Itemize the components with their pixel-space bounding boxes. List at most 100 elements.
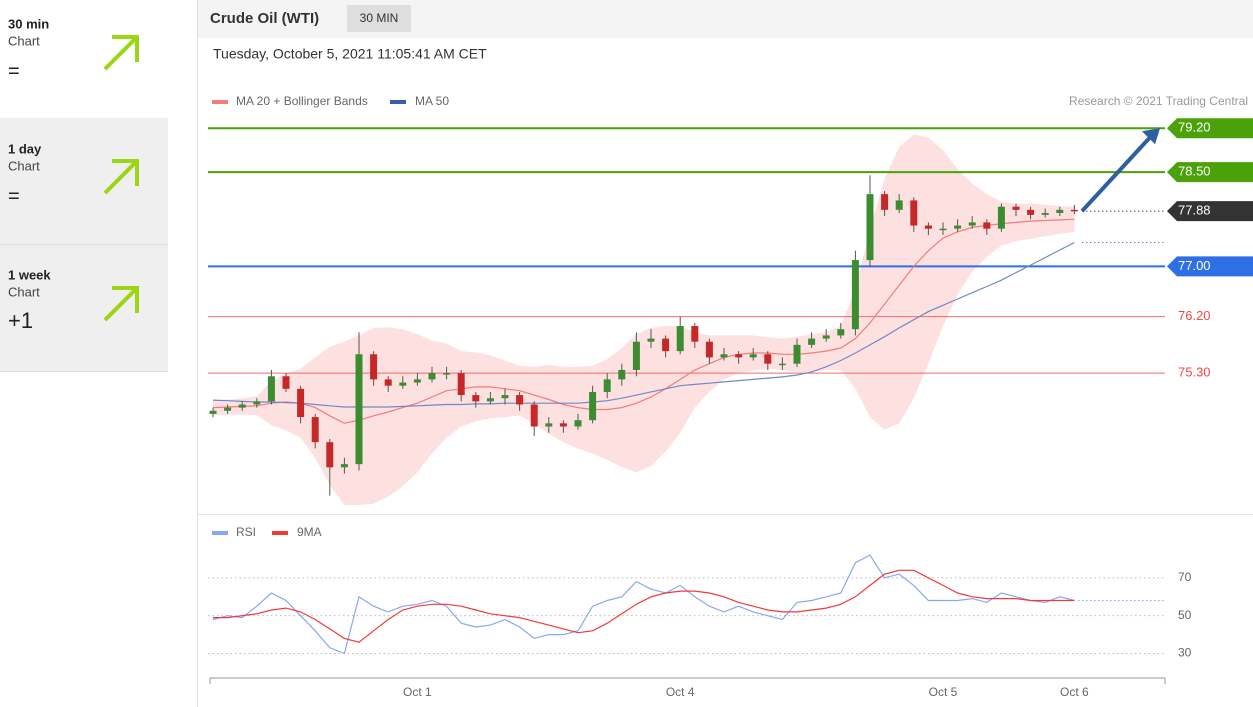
subtitle: Chart	[8, 284, 40, 299]
y-tick-label: 30	[1178, 646, 1192, 660]
candle-body	[735, 354, 743, 358]
candle-body	[370, 354, 378, 380]
candle-body	[603, 379, 611, 392]
candle-body	[326, 442, 334, 468]
candle-body	[895, 200, 903, 210]
level-label: 77.00	[1178, 258, 1211, 273]
candle-body	[574, 420, 582, 427]
candle-body	[428, 373, 436, 380]
timeframe: 1 day	[8, 141, 42, 156]
candle-body	[1041, 212, 1049, 215]
timeframe: 30 min	[8, 16, 49, 31]
level-label: 75.30	[1178, 365, 1211, 380]
x-tick-label: Oct 4	[666, 685, 695, 699]
candle-body	[778, 363, 786, 366]
candle-body	[589, 391, 597, 421]
candle-body	[881, 194, 889, 210]
signal: +1	[8, 308, 33, 333]
candle-body	[910, 200, 918, 226]
x-tick-label: Oct 1	[403, 685, 432, 699]
x-tick-label: Oct 6	[1060, 685, 1089, 699]
timeframe: 1 week	[8, 267, 51, 282]
subtitle: Chart	[8, 33, 40, 48]
candle-body	[808, 338, 816, 345]
instrument-title: Crude Oil (WTI)	[210, 10, 319, 27]
candle-body	[662, 338, 670, 352]
candle-body	[720, 354, 728, 358]
candle-body	[647, 338, 655, 342]
candle-body	[297, 388, 305, 418]
target-arrow	[1080, 133, 1154, 213]
arrow-icon	[103, 286, 139, 322]
candle-body	[1056, 209, 1064, 213]
candle-body	[457, 373, 465, 396]
candle-body	[384, 379, 392, 386]
candle-body	[822, 335, 830, 339]
candle-body	[997, 206, 1005, 229]
candle-body	[793, 344, 801, 364]
candle-body	[516, 395, 524, 405]
date: Tuesday, October 5, 2021 11:05:41 AM CET	[213, 46, 487, 62]
level-tag	[1167, 162, 1253, 183]
candle-body	[311, 417, 319, 443]
candle-body	[676, 326, 684, 352]
credit: Research © 2021 Trading Central	[1069, 94, 1248, 108]
candle-body	[399, 382, 407, 386]
candle-body	[443, 373, 451, 375]
level-label: 79.20	[1178, 120, 1211, 135]
candle-body	[224, 407, 232, 411]
candle-body	[851, 260, 859, 330]
arrow-icon	[103, 35, 139, 71]
level-label: 77.88	[1178, 203, 1211, 218]
sidebar-item[interactable]: 1 day Chart =	[8, 141, 139, 207]
candle-body	[837, 329, 845, 336]
candle-body	[282, 376, 290, 389]
arrow-icon	[103, 159, 139, 195]
candle-body	[924, 225, 932, 229]
sidebar-item[interactable]: 1 week Chart +1	[8, 267, 139, 333]
candle-body	[939, 228, 947, 231]
candle-body	[253, 401, 261, 405]
candle-body	[209, 410, 217, 414]
candle-body	[632, 341, 640, 370]
legend-label: RSI	[236, 525, 256, 539]
candle-body	[983, 222, 991, 229]
candle-body	[749, 354, 757, 358]
legend-label: MA 50	[415, 94, 449, 108]
legend-label: 9MA	[297, 525, 322, 539]
candle-body	[238, 404, 246, 408]
candle-body	[413, 379, 421, 383]
y-tick-label: 70	[1178, 570, 1192, 584]
candle-body	[486, 398, 494, 402]
candle-body	[355, 354, 363, 465]
badge: 30 MIN	[360, 11, 399, 25]
candle-body	[764, 354, 772, 364]
candle-body	[545, 423, 553, 427]
candle-body	[267, 376, 275, 402]
candle-body	[954, 225, 962, 229]
candle-body	[559, 423, 567, 427]
signal: =	[8, 60, 20, 82]
target-arrowhead	[1142, 128, 1160, 145]
level-tag	[1167, 201, 1253, 222]
candle-body	[968, 222, 976, 226]
candle-body	[866, 194, 874, 261]
candle-body	[1012, 206, 1020, 210]
badge-bg[interactable]	[347, 5, 411, 32]
x-tick-label: Oct 5	[929, 685, 958, 699]
candle-body	[472, 395, 480, 402]
y-tick-label: 50	[1178, 608, 1192, 622]
bollinger-band	[213, 134, 1075, 505]
subtitle: Chart	[8, 158, 40, 173]
x-axis	[209, 677, 1166, 684]
level-label: 78.50	[1178, 164, 1211, 179]
level-tag	[1167, 118, 1253, 139]
candle-body	[530, 404, 538, 427]
level-label: 76.20	[1178, 308, 1211, 323]
legend-label: MA 20 + Bollinger Bands	[236, 94, 368, 108]
level-tag	[1167, 256, 1253, 277]
sidebar-item[interactable]: 30 min Chart =	[8, 16, 139, 82]
candle-body	[1027, 209, 1035, 215]
candle-body	[618, 369, 626, 380]
